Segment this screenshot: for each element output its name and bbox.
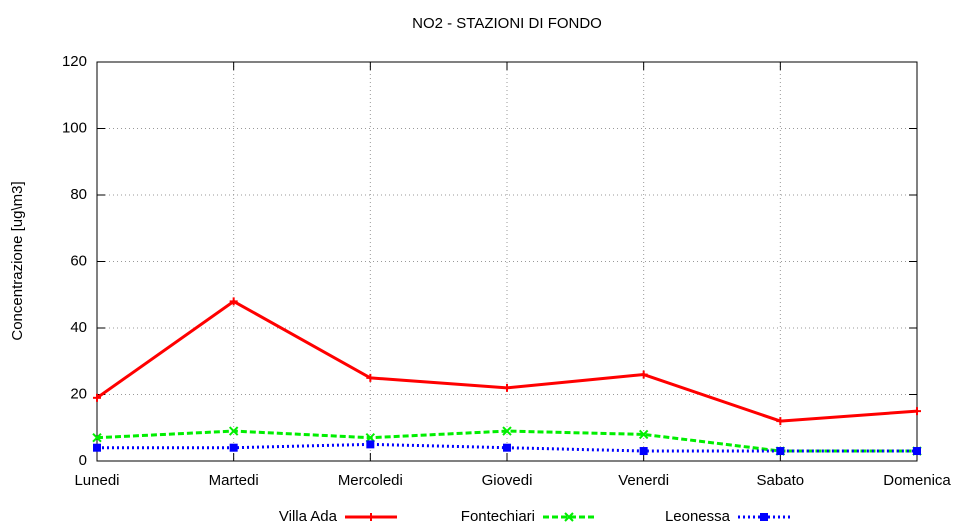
legend-label: Fontechiari <box>461 508 535 525</box>
marker <box>229 297 238 306</box>
x-tick-label: Lunedi <box>74 472 119 489</box>
marker <box>503 383 511 392</box>
marker-square <box>366 440 375 449</box>
marker <box>92 433 102 443</box>
y-tick-label: 0 <box>79 452 87 469</box>
marker-stroke <box>638 429 649 440</box>
marker <box>502 426 512 436</box>
legend-label: Leonessa <box>665 508 731 525</box>
marker <box>366 440 375 449</box>
marker <box>93 393 101 402</box>
y-tick-label: 80 <box>70 186 87 203</box>
legend-label: Villa Ada <box>279 508 338 525</box>
marker-stroke <box>92 433 102 443</box>
x-tick-label: Giovedi <box>482 472 533 489</box>
x-tick-label: Domenica <box>883 472 951 489</box>
marker-square <box>760 513 768 521</box>
marker <box>913 407 921 416</box>
marker <box>228 426 239 436</box>
marker <box>638 429 649 440</box>
x-tick-label: Sabato <box>757 472 805 489</box>
chart-title: NO2 - STAZIONI DI FONDO <box>412 15 602 32</box>
marker-stroke <box>228 426 239 436</box>
y-tick-label: 40 <box>70 319 87 336</box>
x-tick-label: Venerdi <box>618 472 669 489</box>
marker <box>913 447 921 456</box>
series-line <box>96 299 918 423</box>
marker-stroke <box>502 426 512 436</box>
marker-square <box>776 447 785 456</box>
marker <box>93 443 101 452</box>
marker-square <box>93 443 101 452</box>
marker <box>776 417 785 426</box>
marker <box>776 447 785 456</box>
marker <box>366 373 375 382</box>
y-tick-label: 100 <box>62 119 87 136</box>
y-axis-label: Concentrazione [ug\m3] <box>9 181 26 340</box>
x-tick-label: Martedi <box>209 472 259 489</box>
y-tick-label: 120 <box>62 53 87 70</box>
marker <box>639 370 648 379</box>
marker-square <box>229 443 238 452</box>
marker-square <box>913 447 921 456</box>
marker <box>503 443 511 452</box>
marker <box>229 443 238 452</box>
y-tick-label: 20 <box>70 385 87 402</box>
marker <box>639 447 648 456</box>
marker <box>367 513 375 521</box>
plot-border <box>96 61 918 462</box>
marker-square <box>503 443 511 452</box>
marker <box>760 513 768 521</box>
marker-square <box>639 447 648 456</box>
x-tick-label: Mercoledi <box>338 472 403 489</box>
marker <box>564 512 574 522</box>
marker-stroke <box>564 512 574 522</box>
y-tick-label: 60 <box>70 252 87 269</box>
